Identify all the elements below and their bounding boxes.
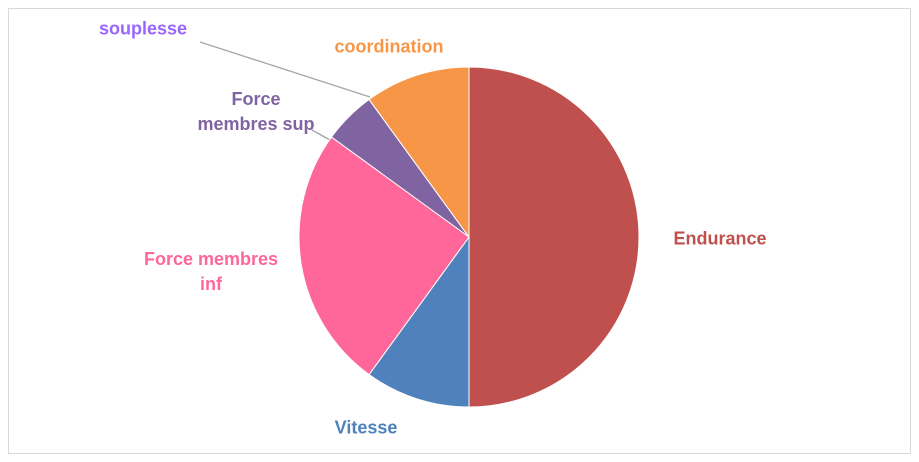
pie-slice bbox=[468, 66, 640, 408]
slice-label: coordination bbox=[334, 36, 444, 57]
slice-label: souplesse bbox=[98, 18, 188, 39]
pie-slice bbox=[368, 66, 470, 239]
leader-line bbox=[311, 129, 331, 141]
pie-slice bbox=[368, 235, 470, 408]
slice-label: Endurance bbox=[673, 228, 767, 249]
slice-label: Force membres sup bbox=[197, 89, 315, 134]
pie-slice bbox=[298, 136, 470, 376]
leader-line bbox=[199, 41, 371, 98]
slice-label: Vitesse bbox=[334, 417, 398, 438]
slice-label: Force membres inf bbox=[143, 249, 279, 294]
